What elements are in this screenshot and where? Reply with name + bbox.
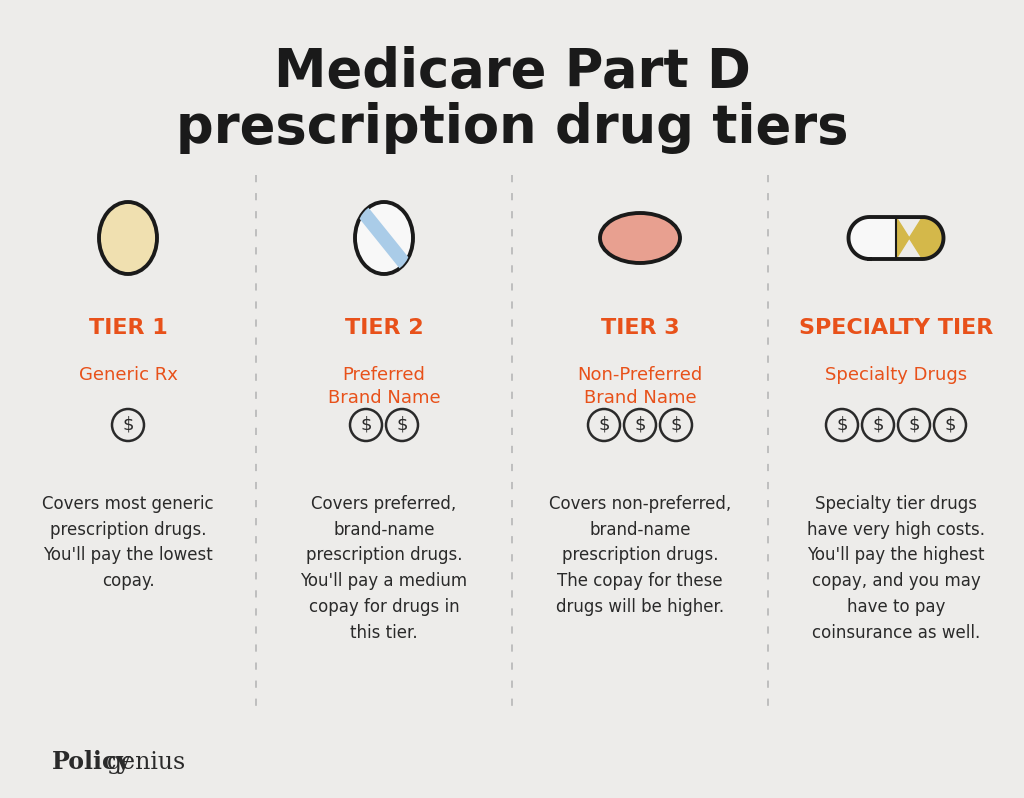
Circle shape: [588, 409, 620, 441]
Circle shape: [826, 409, 858, 441]
Circle shape: [660, 409, 692, 441]
Text: Covers non-preferred,
brand-name
prescription drugs.
The copay for these
drugs w: Covers non-preferred, brand-name prescri…: [549, 495, 731, 616]
Text: $: $: [634, 416, 646, 434]
Text: Generic Rx: Generic Rx: [79, 366, 177, 384]
Text: Covers most generic
prescription drugs.
You'll pay the lowest
copay.: Covers most generic prescription drugs. …: [42, 495, 214, 590]
Ellipse shape: [355, 202, 413, 274]
Text: Specialty tier drugs
have very high costs.
You'll pay the highest
copay, and you: Specialty tier drugs have very high cost…: [807, 495, 985, 642]
Text: TIER 1: TIER 1: [89, 318, 167, 338]
Text: Preferred
Brand Name: Preferred Brand Name: [328, 366, 440, 407]
Circle shape: [862, 409, 894, 441]
Ellipse shape: [600, 213, 680, 263]
Text: Non-Preferred
Brand Name: Non-Preferred Brand Name: [578, 366, 702, 407]
Circle shape: [112, 409, 144, 441]
Circle shape: [624, 409, 656, 441]
Text: Specialty Drugs: Specialty Drugs: [825, 366, 967, 384]
Polygon shape: [896, 217, 943, 259]
Text: $: $: [908, 416, 920, 434]
Text: Policy: Policy: [52, 750, 131, 774]
Text: $: $: [360, 416, 372, 434]
Text: $: $: [872, 416, 884, 434]
Circle shape: [898, 409, 930, 441]
Text: $: $: [837, 416, 848, 434]
Text: $: $: [944, 416, 955, 434]
Text: Medicare Part D: Medicare Part D: [273, 46, 751, 98]
Circle shape: [350, 409, 382, 441]
Text: TIER 2: TIER 2: [345, 318, 423, 338]
Text: prescription drug tiers: prescription drug tiers: [176, 102, 848, 154]
Text: $: $: [396, 416, 408, 434]
Text: Covers preferred,
brand-name
prescription drugs.
You'll pay a medium
copay for d: Covers preferred, brand-name prescriptio…: [300, 495, 468, 642]
Text: $: $: [598, 416, 609, 434]
Polygon shape: [849, 217, 896, 259]
Text: TIER 3: TIER 3: [601, 318, 679, 338]
Text: $: $: [671, 416, 682, 434]
Ellipse shape: [99, 202, 157, 274]
Text: SPECIALTY TIER: SPECIALTY TIER: [799, 318, 993, 338]
Text: $: $: [122, 416, 134, 434]
Circle shape: [386, 409, 418, 441]
Circle shape: [934, 409, 966, 441]
Text: genius: genius: [106, 750, 186, 773]
